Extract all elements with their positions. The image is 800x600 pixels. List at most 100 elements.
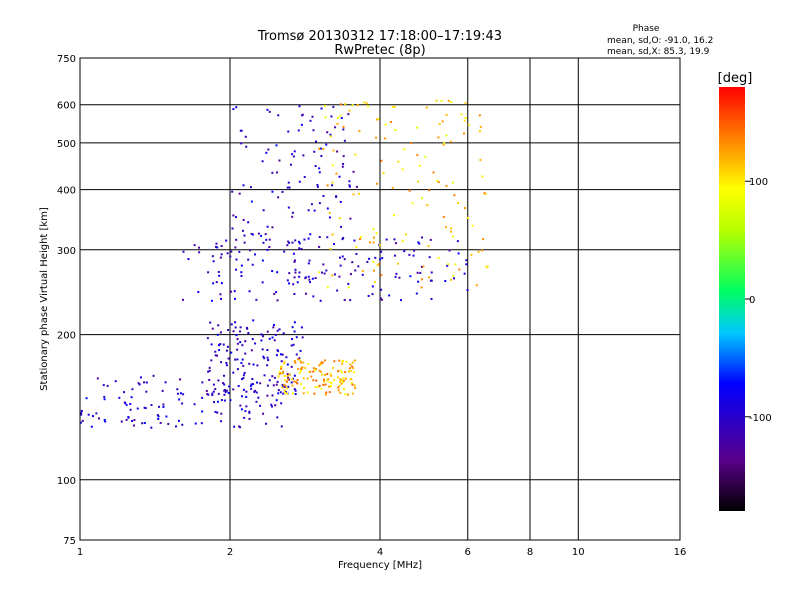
data-point bbox=[250, 186, 253, 189]
data-point bbox=[277, 392, 280, 395]
data-point bbox=[125, 403, 128, 406]
data-point bbox=[252, 363, 255, 366]
data-point bbox=[463, 132, 466, 135]
data-point bbox=[355, 252, 358, 255]
data-point bbox=[287, 385, 290, 388]
data-point bbox=[176, 392, 179, 395]
data-point bbox=[481, 249, 484, 252]
info-line-o: mean, sd,O: -91.0, 16.2 bbox=[607, 36, 713, 46]
data-point bbox=[485, 266, 488, 269]
data-point bbox=[342, 126, 345, 129]
data-point bbox=[366, 105, 369, 108]
data-point bbox=[466, 216, 469, 219]
data-point bbox=[280, 367, 283, 370]
data-point bbox=[208, 378, 211, 381]
data-point bbox=[338, 217, 341, 220]
data-point bbox=[318, 245, 321, 248]
data-point bbox=[344, 103, 347, 106]
data-point bbox=[454, 263, 457, 266]
data-point bbox=[290, 365, 293, 368]
data-point bbox=[322, 195, 325, 198]
data-point bbox=[225, 239, 228, 242]
data-point bbox=[251, 338, 254, 341]
data-point bbox=[372, 228, 375, 231]
data-point bbox=[318, 147, 321, 150]
data-point bbox=[329, 385, 332, 388]
data-point bbox=[413, 249, 416, 252]
data-point bbox=[102, 384, 105, 387]
info-heading: Phase bbox=[633, 24, 660, 34]
data-point bbox=[235, 106, 238, 109]
data-point bbox=[366, 260, 369, 263]
data-point bbox=[408, 253, 411, 256]
data-point bbox=[287, 376, 290, 379]
data-point bbox=[343, 298, 346, 301]
data-point bbox=[329, 247, 332, 250]
data-point bbox=[312, 295, 315, 298]
data-point bbox=[197, 290, 200, 293]
data-point bbox=[278, 159, 281, 162]
data-point bbox=[253, 390, 256, 393]
data-point bbox=[227, 357, 230, 360]
data-point bbox=[236, 342, 239, 345]
data-point bbox=[223, 393, 226, 396]
y-tick-label: 200 bbox=[57, 331, 76, 342]
data-point bbox=[399, 299, 402, 302]
data-point bbox=[318, 202, 321, 205]
data-point bbox=[299, 349, 302, 352]
data-point bbox=[262, 209, 265, 212]
data-point bbox=[339, 378, 342, 381]
data-point bbox=[314, 140, 317, 143]
data-point bbox=[393, 238, 396, 241]
data-point bbox=[354, 387, 357, 390]
data-point bbox=[349, 273, 352, 276]
data-point bbox=[267, 148, 270, 151]
data-point bbox=[287, 130, 290, 133]
data-point bbox=[87, 413, 90, 416]
data-point bbox=[342, 237, 345, 240]
data-point bbox=[316, 184, 319, 187]
data-point bbox=[159, 421, 162, 424]
data-point bbox=[265, 422, 268, 425]
data-point bbox=[239, 330, 242, 333]
data-point bbox=[391, 105, 394, 108]
data-point bbox=[132, 424, 135, 427]
data-point bbox=[318, 384, 321, 387]
data-point bbox=[293, 388, 296, 391]
data-point bbox=[297, 368, 300, 371]
data-point bbox=[286, 279, 289, 282]
data-point bbox=[283, 375, 286, 378]
data-point bbox=[265, 238, 268, 241]
data-point bbox=[248, 417, 251, 420]
data-point bbox=[241, 358, 244, 361]
data-point bbox=[394, 275, 397, 278]
data-point bbox=[280, 353, 283, 356]
data-point bbox=[356, 104, 359, 107]
data-point bbox=[241, 344, 244, 347]
data-point bbox=[426, 204, 429, 207]
data-point bbox=[179, 378, 182, 381]
data-point bbox=[288, 186, 291, 189]
data-point bbox=[339, 103, 342, 106]
data-point bbox=[338, 359, 341, 362]
data-point bbox=[266, 394, 269, 397]
data-point bbox=[254, 342, 257, 345]
data-point bbox=[220, 412, 223, 415]
data-point bbox=[181, 298, 184, 301]
data-point bbox=[250, 349, 253, 352]
data-point bbox=[193, 403, 196, 406]
data-point bbox=[280, 402, 283, 405]
data-point bbox=[207, 393, 210, 396]
data-point bbox=[342, 162, 345, 165]
data-point bbox=[471, 224, 474, 227]
data-point bbox=[219, 256, 222, 259]
data-point bbox=[232, 108, 235, 111]
data-point bbox=[179, 392, 182, 395]
data-point bbox=[267, 359, 270, 362]
data-point bbox=[297, 129, 300, 132]
data-point bbox=[438, 123, 441, 126]
data-point bbox=[247, 258, 250, 261]
data-point bbox=[271, 394, 274, 397]
data-point bbox=[291, 378, 294, 381]
data-point bbox=[470, 253, 473, 256]
